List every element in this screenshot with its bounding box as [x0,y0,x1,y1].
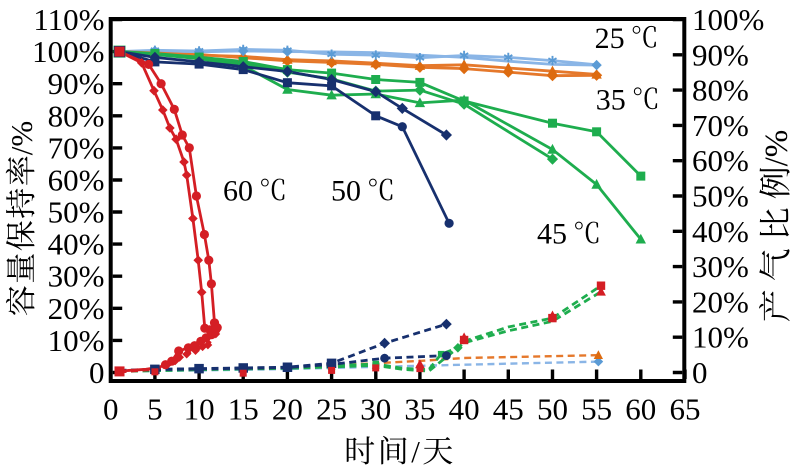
svg-text:40%: 40% [48,227,105,262]
svg-text:30%: 30% [692,249,749,284]
svg-text:%: % [4,121,39,147]
svg-text:40%: 40% [692,214,749,249]
svg-text:10%: 10% [48,323,105,358]
svg-text:0: 0 [103,392,119,427]
svg-text:25: 25 [316,392,347,427]
svg-text:90%: 90% [48,66,105,101]
svg-text:60: 60 [625,392,656,427]
svg-text:50%: 50% [692,179,749,214]
svg-text:20%: 20% [692,284,749,319]
svg-text:55: 55 [581,392,612,427]
svg-text:80%: 80% [48,98,105,133]
svg-text:5: 5 [147,392,163,427]
svg-text:35: 35 [404,392,435,427]
svg-text:25: 25 [595,22,625,55]
svg-text:/: / [411,434,420,469]
svg-text:45: 45 [537,218,567,251]
svg-text:45: 45 [493,392,524,427]
svg-text:100%: 100% [692,2,764,37]
svg-text:50: 50 [331,175,361,208]
svg-text:10: 10 [184,392,215,427]
svg-text:40: 40 [449,392,480,427]
svg-text:35: 35 [596,83,626,116]
svg-text:%: % [759,130,795,158]
svg-text:50%: 50% [48,195,105,230]
svg-text:100%: 100% [32,34,104,69]
svg-text:50: 50 [537,392,568,427]
svg-text:0: 0 [89,355,105,390]
svg-text:110%: 110% [33,2,104,37]
svg-text:60%: 60% [692,143,749,178]
svg-text:70%: 70% [692,108,749,143]
svg-text:/: / [759,156,795,166]
svg-text:15: 15 [228,392,259,427]
svg-text:30%: 30% [48,259,105,294]
svg-text:60: 60 [223,175,253,208]
svg-text:/: / [4,146,39,155]
svg-text:20: 20 [272,392,303,427]
svg-text:60%: 60% [48,163,105,198]
svg-text:65: 65 [670,392,701,427]
svg-text:10%: 10% [692,320,749,355]
svg-text:90%: 90% [692,37,749,72]
svg-text:20%: 20% [48,291,105,326]
svg-text:0: 0 [692,355,708,390]
svg-text:30: 30 [360,392,391,427]
svg-text:70%: 70% [48,130,105,165]
svg-text:80%: 80% [692,73,749,108]
